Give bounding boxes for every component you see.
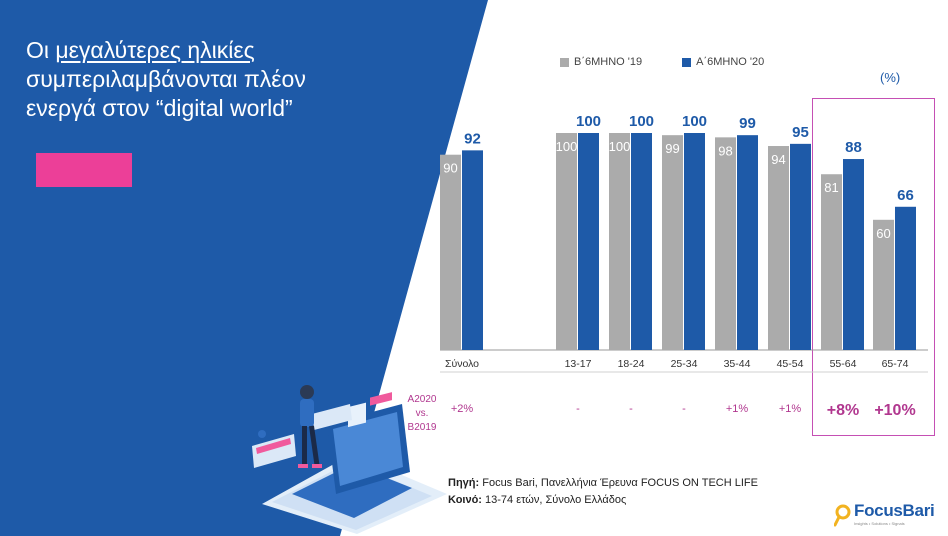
legend-label-a2020: Α΄6ΜΗΝΟ '20 (696, 56, 765, 68)
value-label-b2019-3: 99 (665, 141, 679, 156)
bar-b2019-4 (715, 137, 736, 350)
diff-header-line-3: B2019 (407, 422, 437, 433)
bar-b2019-1 (556, 133, 577, 350)
bar-a2020-4 (737, 135, 758, 350)
difference-label-6: +8% (827, 402, 859, 419)
difference-label-0: +2% (451, 403, 474, 415)
source-note: Πηγή: Focus Bari, Πανελλήνια Έρευνα FOCU… (448, 475, 758, 509)
value-label-a2020-7: 66 (897, 187, 914, 204)
title-underlined: μεγαλύτερες ηλικίες (55, 37, 255, 63)
bar-b2019-3 (662, 135, 683, 350)
logo-tagline: Insights • Solutions • Signals (854, 521, 905, 526)
category-label-3: 25-34 (671, 358, 698, 370)
audience-label: Κοινό: (448, 494, 482, 506)
category-label-0: Σύνολο (445, 358, 479, 370)
legend-swatch-grey (560, 57, 569, 67)
legend-swatch-blue (682, 57, 692, 67)
value-label-b2019-4: 98 (718, 143, 732, 158)
bar-a2020-0 (462, 150, 483, 350)
value-label-a2020-3: 100 (682, 113, 707, 130)
magnifier-icon (834, 504, 851, 527)
audience-text: 13-74 ετών, Σύνολο Ελλάδος (481, 494, 627, 506)
difference-label-5: +1% (779, 403, 802, 415)
difference-label-7: +10% (874, 402, 915, 419)
difference-label-3: - (682, 403, 686, 415)
category-label-5: 45-54 (777, 358, 804, 370)
category-label-7: 65-74 (882, 358, 909, 370)
value-label-b2019-0: 90 (443, 161, 457, 176)
page-title: Οι μεγαλύτερες ηλικίες συμπεριλαμβάνοντα… (26, 36, 446, 123)
legend-item-a2020: Α΄6ΜΗΝΟ '20 (682, 56, 764, 68)
difference-row-header: A2020 vs. B2019 (392, 393, 452, 435)
category-label-6: 55-64 (830, 358, 857, 370)
bar-b2019-0 (440, 154, 461, 350)
value-label-b2019-7: 60 (876, 226, 890, 241)
bar-b2019-5 (768, 146, 789, 350)
value-label-a2020-1: 100 (576, 113, 601, 130)
title-prefix: Οι (26, 37, 56, 63)
bar-a2020-3 (684, 133, 705, 350)
legend-item-b2019: Β΄6ΜΗΝΟ '19 (560, 56, 642, 68)
bar-a2020-1 (578, 133, 599, 350)
bar-a2020-7 (895, 206, 916, 350)
bar-b2019-6 (821, 174, 842, 350)
person-laptop-illustration (252, 385, 447, 534)
value-label-a2020-4: 99 (739, 115, 756, 132)
difference-label-1: - (576, 403, 580, 415)
logo-text: FocusBari (854, 501, 935, 520)
value-label-a2020-6: 88 (845, 139, 862, 156)
diff-header-line-1: A2020 (407, 394, 437, 405)
diff-header-line-2: vs. (415, 408, 429, 419)
pink-accent-block (36, 153, 132, 187)
value-label-b2019-1: 100 (556, 139, 578, 154)
category-label-2: 18-24 (618, 358, 645, 370)
difference-label-4: +1% (726, 403, 749, 415)
value-label-b2019-2: 100 (609, 139, 631, 154)
source-label: Πηγή: (448, 477, 480, 489)
value-label-a2020-5: 95 (792, 124, 809, 141)
value-label-a2020-0: 92 (464, 130, 481, 147)
category-label-1: 13-17 (565, 358, 592, 370)
category-label-4: 35-44 (724, 358, 751, 370)
value-label-a2020-2: 100 (629, 113, 654, 130)
bar-a2020-5 (790, 143, 811, 350)
chart-legend: Β΄6ΜΗΝΟ '19 Α΄6ΜΗΝΟ '20 (560, 56, 764, 68)
older-age-highlight-frame (812, 98, 935, 436)
bar-a2020-6 (843, 159, 864, 350)
title-line-3: ενεργά στον “digital world” (26, 95, 293, 121)
bar-b2019-2 (609, 133, 630, 350)
percent-unit-label: (%) (880, 70, 901, 85)
value-label-b2019-6: 81 (824, 180, 838, 195)
title-line-2: συμπεριλαμβάνονται πλέον (26, 66, 306, 92)
focusbari-logo: FocusBari Insights • Solutions • Signals (834, 501, 944, 531)
legend-label-b2019: Β΄6ΜΗΝΟ '19 (574, 56, 643, 68)
value-label-b2019-5: 94 (771, 152, 785, 167)
source-text: Focus Bari, Πανελλήνια Έρευνα FOCUS ON T… (479, 477, 758, 489)
difference-label-2: - (629, 403, 633, 415)
bar-b2019-7 (873, 219, 894, 350)
bar-a2020-2 (631, 133, 652, 350)
